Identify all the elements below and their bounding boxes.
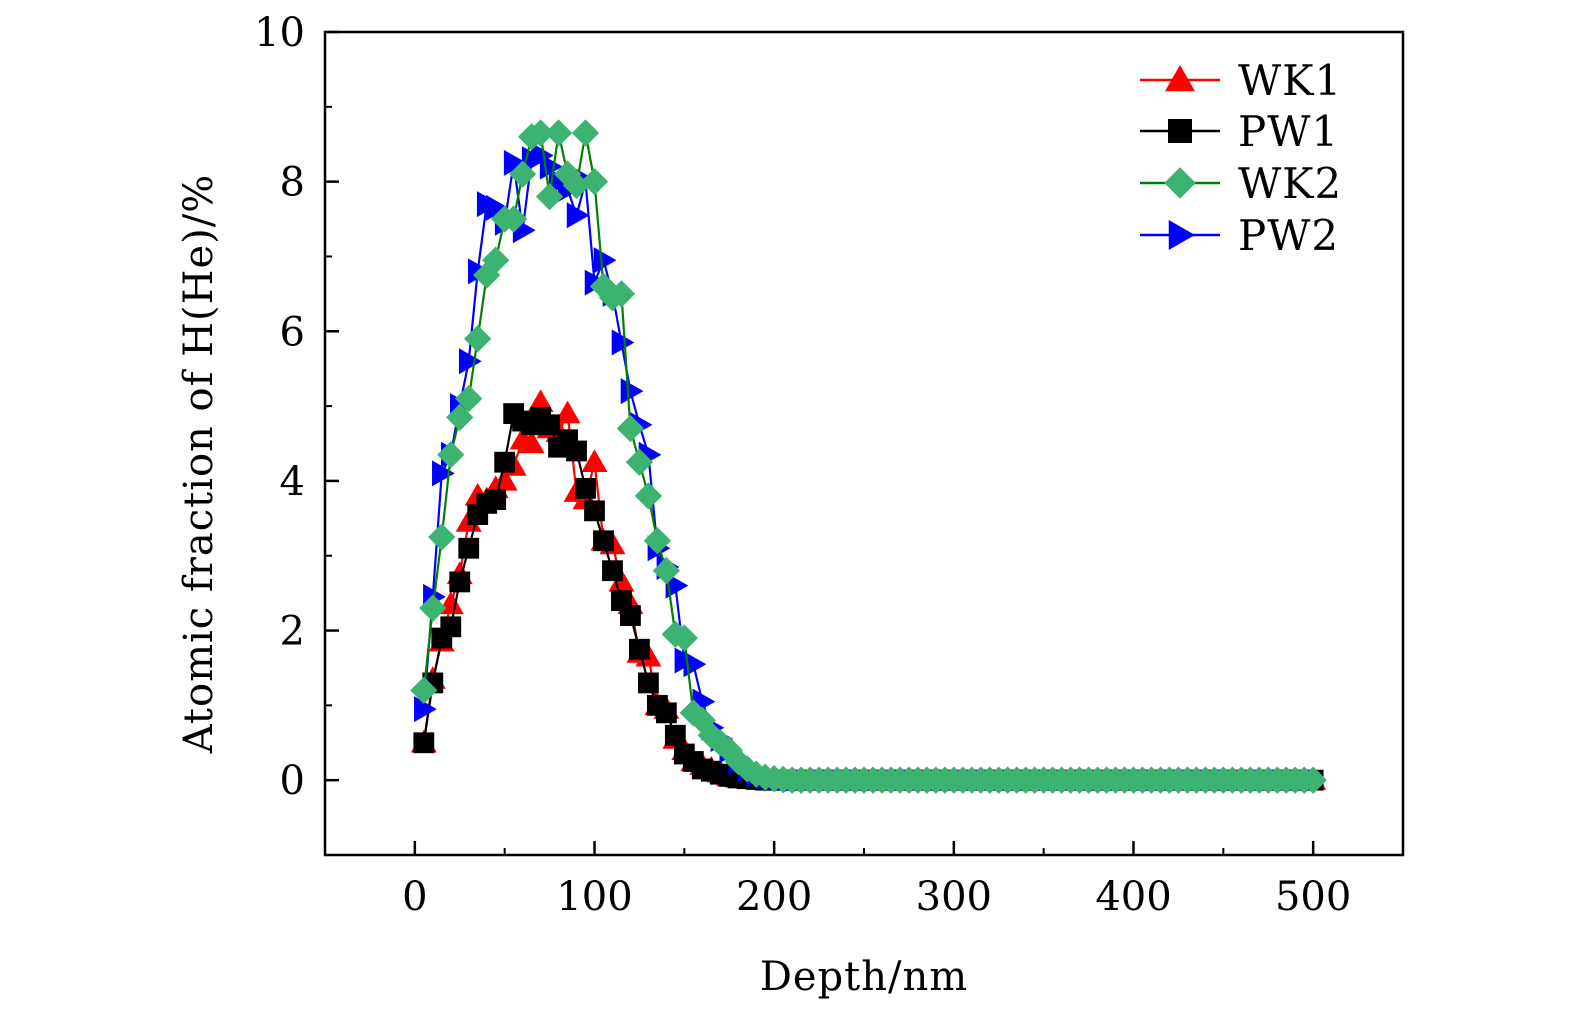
data-point-wk2 bbox=[670, 624, 698, 652]
data-point-pw1 bbox=[566, 440, 587, 462]
data-point-wk2 bbox=[1299, 766, 1327, 794]
data-point-wk2 bbox=[464, 325, 492, 353]
data-point-wk2 bbox=[500, 205, 528, 233]
data-point-wk2 bbox=[652, 557, 681, 585]
data-point-wk2 bbox=[571, 119, 600, 147]
series-wk1 bbox=[410, 389, 1327, 790]
data-point-wk2 bbox=[482, 246, 510, 274]
data-point-pw1 bbox=[584, 500, 605, 522]
data-point-wk2 bbox=[526, 119, 555, 147]
legend-marker bbox=[1168, 220, 1195, 250]
data-point-wk1 bbox=[527, 389, 554, 413]
data-point-pw1 bbox=[413, 732, 435, 754]
x-tick-label: 100 bbox=[556, 874, 632, 920]
data-point-pw1 bbox=[629, 638, 650, 660]
data-point-pw1 bbox=[539, 414, 560, 436]
data-point-wk2 bbox=[428, 523, 456, 551]
data-point-wk2 bbox=[562, 171, 591, 200]
data-point-pw1 bbox=[485, 489, 507, 511]
data-point-pw1 bbox=[638, 672, 659, 694]
data-point-pw1 bbox=[449, 571, 471, 593]
legend-item-wk1: WK1 bbox=[1140, 56, 1342, 105]
data-point-pw1 bbox=[602, 560, 623, 582]
data-point-wk2 bbox=[544, 119, 573, 147]
data-point-wk2 bbox=[634, 482, 663, 510]
data-point-wk2 bbox=[535, 182, 564, 211]
data-point-pw1 bbox=[620, 605, 641, 626]
data-point-pw2 bbox=[458, 348, 482, 375]
y-tick-label: 4 bbox=[280, 459, 305, 505]
legend-label: PW2 bbox=[1238, 211, 1339, 260]
series-layer bbox=[410, 119, 1327, 794]
legend-item-pw2: PW2 bbox=[1140, 211, 1339, 260]
data-point-wk2 bbox=[643, 527, 672, 555]
data-point-wk1 bbox=[518, 430, 545, 454]
data-point-pw1 bbox=[494, 451, 516, 473]
data-point-wk2 bbox=[553, 160, 582, 188]
series-line-wk1 bbox=[422, 398, 1314, 782]
data-point-wk2 bbox=[607, 280, 636, 308]
data-point-wk2 bbox=[616, 414, 645, 443]
y-tick-label: 6 bbox=[280, 309, 305, 355]
legend-marker bbox=[1165, 65, 1195, 92]
series-pw1 bbox=[413, 403, 1324, 791]
data-point-pw2 bbox=[620, 378, 644, 405]
legend-label: WK2 bbox=[1238, 159, 1342, 208]
x-axis: 0 100 200 300 400 500 bbox=[402, 841, 1351, 920]
data-point-pw2 bbox=[593, 247, 617, 274]
data-point-pw1 bbox=[593, 530, 614, 552]
data-point-wk2 bbox=[580, 167, 609, 196]
series-line-pw2 bbox=[422, 154, 1314, 782]
data-point-wk2 bbox=[508, 160, 537, 188]
data-point-pw2 bbox=[432, 460, 455, 487]
legend-item-pw1: PW1 bbox=[1140, 107, 1339, 156]
legend-marker bbox=[1168, 119, 1192, 143]
data-point-pw2 bbox=[503, 149, 527, 176]
x-tick-label: 400 bbox=[1095, 874, 1171, 920]
x-axis-title: Depth/nm bbox=[760, 954, 968, 1000]
legend-marker bbox=[1164, 167, 1196, 199]
data-point-wk2 bbox=[625, 448, 654, 476]
data-point-wk2 bbox=[410, 676, 438, 705]
series-pw2 bbox=[414, 142, 1327, 794]
data-point-pw1 bbox=[575, 477, 596, 499]
x-tick-label: 500 bbox=[1275, 874, 1351, 920]
series-line-pw1 bbox=[422, 411, 1314, 782]
data-point-wk2 bbox=[446, 403, 474, 431]
x-tick-label: 200 bbox=[736, 874, 812, 920]
legend-label: WK1 bbox=[1238, 56, 1342, 105]
data-point-pw1 bbox=[458, 537, 480, 559]
data-point-wk2 bbox=[437, 441, 465, 469]
legend-item-wk2: WK2 bbox=[1140, 159, 1342, 208]
data-point-pw1 bbox=[664, 724, 686, 746]
legend-label: PW1 bbox=[1238, 107, 1339, 156]
data-point-pw2 bbox=[485, 194, 509, 221]
data-point-pw2 bbox=[414, 696, 437, 723]
data-point-pw1 bbox=[655, 702, 677, 724]
data-point-pw1 bbox=[440, 616, 462, 638]
series-wk2 bbox=[410, 119, 1327, 794]
y-tick-label: 10 bbox=[254, 10, 305, 56]
data-point-wk2 bbox=[455, 384, 483, 413]
y-axis: 0 2 4 6 8 10 bbox=[254, 10, 339, 804]
data-point-pw2 bbox=[566, 202, 590, 229]
y-tick-label: 2 bbox=[280, 609, 305, 655]
x-tick-label: 0 bbox=[402, 874, 427, 920]
x-tick-label: 300 bbox=[916, 874, 992, 920]
y-tick-label: 0 bbox=[280, 758, 305, 804]
data-point-pw2 bbox=[611, 329, 635, 356]
data-point-wk1 bbox=[554, 400, 581, 424]
data-point-wk1 bbox=[581, 449, 608, 472]
y-tick-label: 8 bbox=[280, 160, 305, 206]
data-point-wk2 bbox=[419, 594, 447, 622]
y-axis-title: Atomic fraction of H(He)/% bbox=[176, 174, 222, 755]
